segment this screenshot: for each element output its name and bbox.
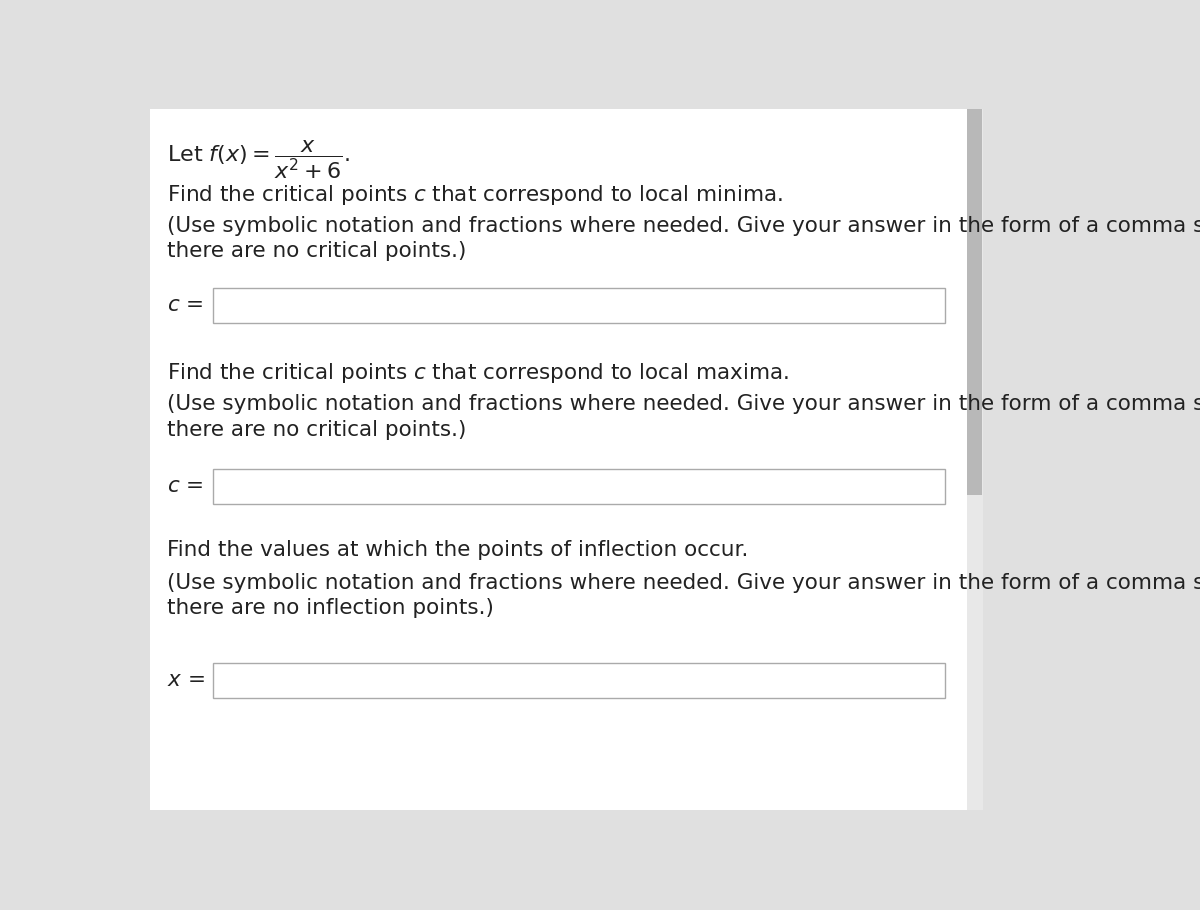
FancyBboxPatch shape [967,109,983,495]
FancyBboxPatch shape [983,109,1080,810]
FancyBboxPatch shape [214,662,946,698]
FancyBboxPatch shape [214,469,946,504]
Text: (Use symbolic notation and fractions where needed. Give your answer in the form : (Use symbolic notation and fractions whe… [167,573,1200,593]
Text: $c$ =: $c$ = [167,296,203,316]
FancyBboxPatch shape [150,109,966,810]
Text: (Use symbolic notation and fractions where needed. Give your answer in the form : (Use symbolic notation and fractions whe… [167,394,1200,414]
FancyBboxPatch shape [214,288,946,323]
Text: $c$ =: $c$ = [167,476,203,496]
Text: there are no inflection points.): there are no inflection points.) [167,598,493,618]
Text: Find the critical points $c$ that correspond to local minima.: Find the critical points $c$ that corres… [167,183,782,207]
FancyBboxPatch shape [966,109,983,810]
Text: Find the values at which the points of inflection occur.: Find the values at which the points of i… [167,541,748,561]
Text: $x$ =: $x$ = [167,671,204,691]
Text: (Use symbolic notation and fractions where needed. Give your answer in the form : (Use symbolic notation and fractions whe… [167,216,1200,236]
Text: Find the critical points $c$ that correspond to local maxima.: Find the critical points $c$ that corres… [167,361,788,386]
Text: there are no critical points.): there are no critical points.) [167,241,466,261]
Text: Let $f(x) = \dfrac{x}{x^2+6}.$: Let $f(x) = \dfrac{x}{x^2+6}.$ [167,138,350,181]
Text: there are no critical points.): there are no critical points.) [167,420,466,440]
